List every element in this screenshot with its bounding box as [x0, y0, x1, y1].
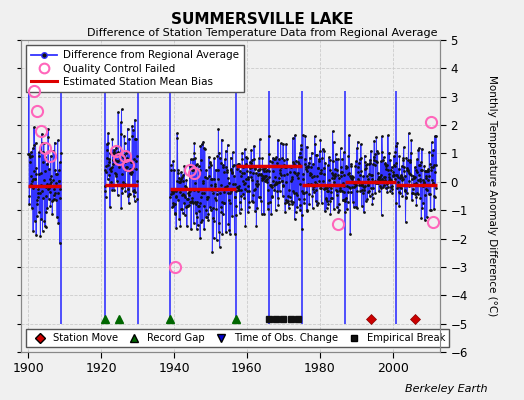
- Text: Difference of Station Temperature Data from Regional Average: Difference of Station Temperature Data f…: [87, 28, 437, 38]
- Legend: Station Move, Record Gap, Time of Obs. Change, Empirical Break: Station Move, Record Gap, Time of Obs. C…: [26, 329, 449, 347]
- Text: SUMMERSVILLE LAKE: SUMMERSVILLE LAKE: [171, 12, 353, 27]
- Y-axis label: Monthly Temperature Anomaly Difference (°C): Monthly Temperature Anomaly Difference (…: [487, 75, 497, 317]
- Text: Berkeley Earth: Berkeley Earth: [405, 384, 487, 394]
